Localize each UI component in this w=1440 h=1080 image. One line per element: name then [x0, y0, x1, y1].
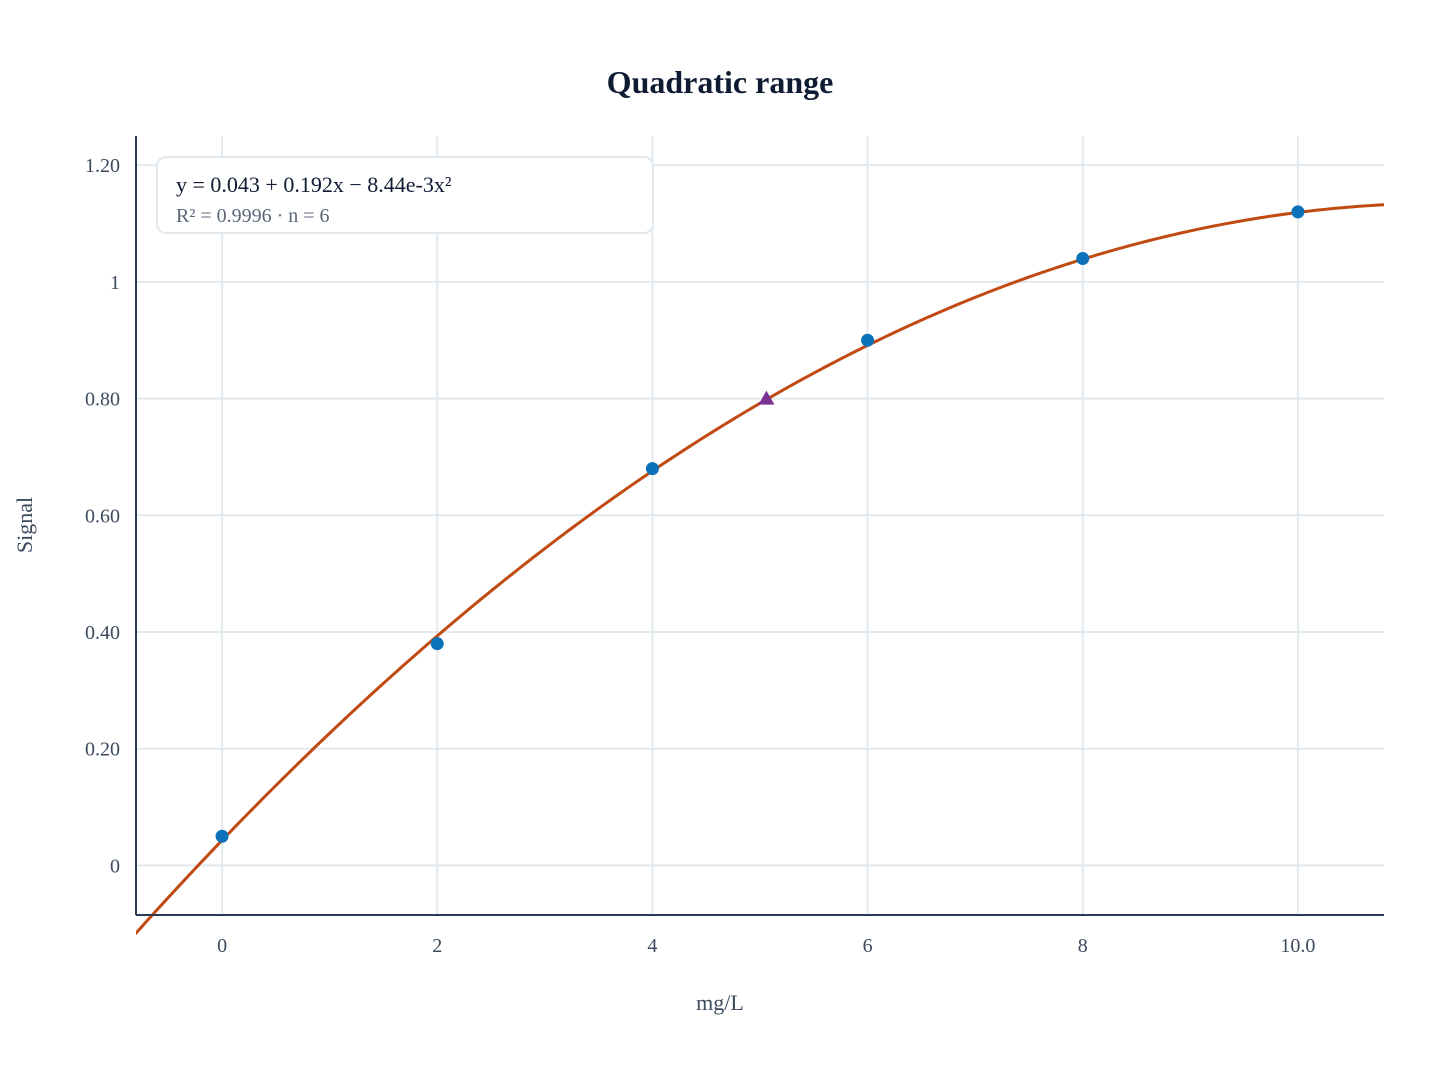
x-tick-label: 4 [647, 935, 657, 957]
data-points [215, 205, 1305, 843]
fit-annotation-box: y = 0.043 + 0.192x − 8.44e-3x² R² = 0.99… [156, 156, 654, 234]
y-tick-label: 0.60 [85, 505, 120, 527]
axes [135, 136, 1384, 916]
y-tick-label: 0.80 [85, 389, 120, 411]
fit-statistics: R² = 0.9996 · n = 6 [176, 205, 330, 227]
calibration-point [215, 829, 229, 843]
fit-equation: y = 0.043 + 0.192x − 8.44e-3x² [176, 172, 452, 197]
fit-curve [136, 203, 1384, 935]
x-tick-label: 0 [217, 935, 227, 957]
x-tick-label: 8 [1078, 935, 1088, 957]
calibration-point [861, 333, 875, 347]
calibration-point [1076, 252, 1090, 266]
fit-curve-layer [136, 203, 1384, 935]
tick-labels: 0 2 4 6 8 10.0 0 0.20 0.40 0.60 0.80 1 1.20 [85, 155, 1315, 957]
calibration-point [430, 637, 444, 651]
x-tick-label: 2 [432, 935, 442, 957]
y-tick-label: 1.20 [85, 155, 120, 177]
grid [136, 136, 1384, 915]
y-tick-label: 0.40 [85, 622, 120, 644]
y-tick-label: 1 [110, 272, 120, 294]
calibration-point [645, 462, 659, 476]
x-tick-label: 6 [863, 935, 873, 957]
calibration-point [1291, 205, 1305, 219]
y-axis-title: Signal [12, 496, 37, 554]
x-tick-label: 10.0 [1280, 935, 1315, 957]
y-tick-label: 0.20 [85, 739, 120, 761]
x-axis-title: mg/L [696, 990, 744, 1015]
y-tick-label: 0 [110, 855, 120, 877]
unknown-sample-point [758, 390, 775, 405]
chart-title: Quadratic range [606, 64, 834, 100]
